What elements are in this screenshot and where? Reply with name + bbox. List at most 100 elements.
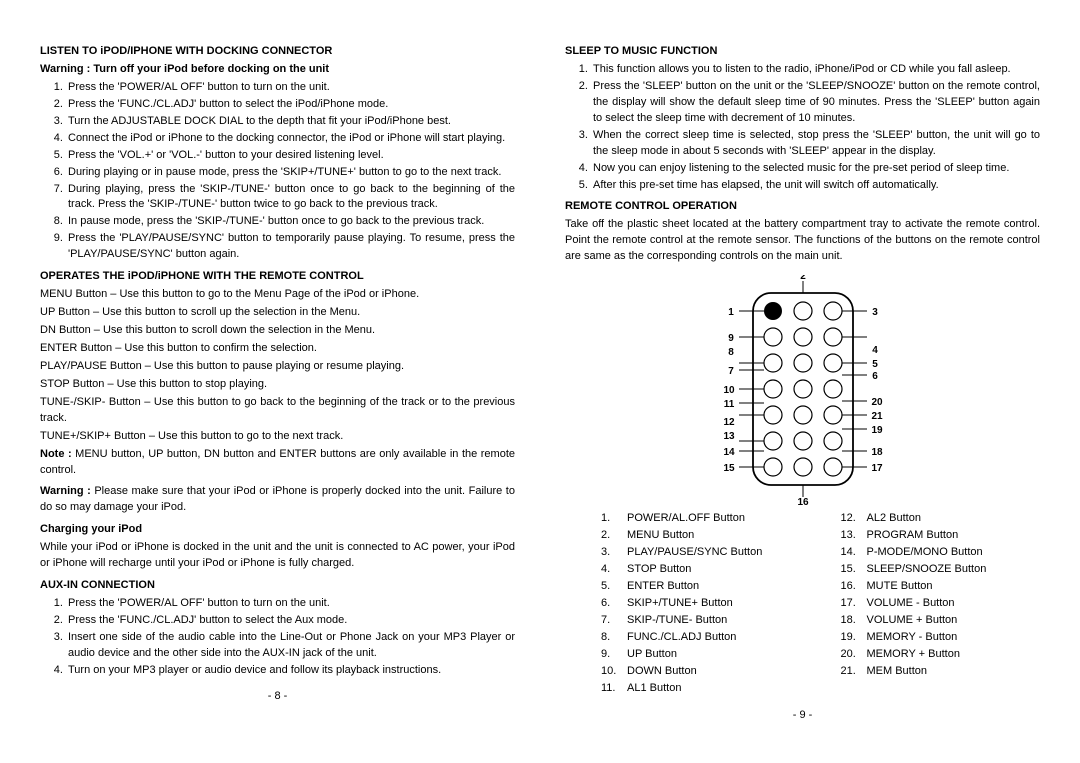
diagram-label: 9 — [728, 333, 734, 344]
button-row: 3.PLAY/PAUSE/SYNC Button — [601, 545, 801, 561]
sec2-line: MENU Button – Use this button to go to t… — [40, 287, 515, 303]
button-number: 9. — [601, 647, 627, 663]
button-number: 12. — [841, 511, 867, 527]
button-row: 2.MENU Button — [601, 528, 801, 544]
button-label: ENTER Button — [627, 579, 699, 595]
list-item: During playing, press the 'SKIP-/TUNE-' … — [66, 182, 515, 214]
button-label: P-MODE/MONO Button — [867, 545, 983, 561]
button-row: 15.SLEEP/SNOOZE Button — [841, 562, 1041, 578]
button-label: AL2 Button — [867, 511, 921, 527]
warn-label: Warning : — [40, 485, 91, 497]
diagram-label: 2 — [800, 275, 806, 282]
sec2-line: UP Button – Use this button to scroll up… — [40, 305, 515, 321]
button-row: 18.VOLUME + Button — [841, 613, 1041, 629]
button-label: SKIP-/TUNE- Button — [627, 613, 727, 629]
diagram-label: 19 — [871, 425, 883, 436]
button-number: 15. — [841, 562, 867, 578]
button-label: PLAY/PAUSE/SYNC Button — [627, 545, 762, 561]
r-sec2-text: Take off the plastic sheet located at th… — [565, 217, 1040, 265]
diagram-label: 8 — [728, 347, 734, 358]
list-item: Insert one side of the audio cable into … — [66, 630, 515, 662]
list-item: Press the 'POWER/AL OFF' button to turn … — [66, 80, 515, 96]
button-label: VOLUME - Button — [867, 596, 955, 612]
button-number: 17. — [841, 596, 867, 612]
button-number: 7. — [601, 613, 627, 629]
r-sec1-list: This function allows you to listen to th… — [565, 62, 1040, 194]
sec3-text: While your iPod or iPhone is docked in t… — [40, 540, 515, 572]
list-item: Now you can enjoy listening to the selec… — [591, 161, 1040, 177]
button-row: 12.AL2 Button — [841, 511, 1041, 527]
button-row: 11.AL1 Button — [601, 681, 801, 697]
list-item: Press the 'SLEEP' button on the unit or … — [591, 79, 1040, 127]
list-item: Turn the ADJUSTABLE DOCK DIAL to the dep… — [66, 114, 515, 130]
diagram-label: 21 — [871, 411, 883, 422]
button-number: 21. — [841, 664, 867, 680]
sec2-line: ENTER Button – Use this button to confir… — [40, 341, 515, 357]
button-number: 20. — [841, 647, 867, 663]
list-item: When the correct sleep time is selected,… — [591, 128, 1040, 160]
button-label: MEM Button — [867, 664, 928, 680]
button-number: 14. — [841, 545, 867, 561]
sec2-title: OPERATES THE iPOD/iPHONE WITH THE REMOTE… — [40, 269, 515, 285]
button-number: 5. — [601, 579, 627, 595]
list-item: Press the 'POWER/AL OFF' button to turn … — [66, 596, 515, 612]
button-number: 16. — [841, 579, 867, 595]
page-number-right: - 9 - — [565, 708, 1040, 724]
sec4-title: AUX-IN CONNECTION — [40, 578, 515, 594]
sec1-list: Press the 'POWER/AL OFF' button to turn … — [40, 80, 515, 263]
button-row: 9.UP Button — [601, 647, 801, 663]
diagram-label: 12 — [723, 417, 735, 428]
sec2-line: STOP Button – Use this button to stop pl… — [40, 377, 515, 393]
sec4-list: Press the 'POWER/AL OFF' button to turn … — [40, 596, 515, 679]
button-row: 13.PROGRAM Button — [841, 528, 1041, 544]
sec2-line: TUNE+/SKIP+ Button – Use this button to … — [40, 429, 515, 445]
button-label: SKIP+/TUNE+ Button — [627, 596, 733, 612]
button-row: 17.VOLUME - Button — [841, 596, 1041, 612]
list-item: During playing or in pause mode, press t… — [66, 165, 515, 181]
diagram-label: 13 — [723, 431, 735, 442]
button-number: 4. — [601, 562, 627, 578]
diagram-label: 1 — [728, 307, 734, 318]
list-item: Press the 'VOL.+' or 'VOL.-' button to y… — [66, 148, 515, 164]
button-number: 2. — [601, 528, 627, 544]
list-item: After this pre-set time has elapsed, the… — [591, 178, 1040, 194]
list-item: Press the 'PLAY/PAUSE/SYNC' button to te… — [66, 231, 515, 263]
button-number: 19. — [841, 630, 867, 646]
warn-text: Please make sure that your iPod or iPhon… — [40, 485, 515, 513]
diagram-label: 4 — [872, 345, 878, 356]
diagram-label: 6 — [872, 371, 878, 382]
list-item: Press the 'FUNC./CL.ADJ' button to selec… — [66, 97, 515, 113]
diagram-label: 10 — [723, 385, 735, 396]
page-right: SLEEP TO MUSIC FUNCTION This function al… — [565, 40, 1040, 723]
sec3-title: Charging your iPod — [40, 522, 515, 538]
button-label: MENU Button — [627, 528, 694, 544]
list-item: In pause mode, press the 'SKIP-/TUNE-' b… — [66, 214, 515, 230]
button-row: 20.MEMORY + Button — [841, 647, 1041, 663]
page-spread: LISTEN TO iPOD/IPHONE WITH DOCKING CONNE… — [0, 0, 1080, 743]
button-row: 7.SKIP-/TUNE- Button — [601, 613, 801, 629]
diagram-label: 18 — [871, 447, 883, 458]
note-label: Note : — [40, 448, 72, 460]
button-label: PROGRAM Button — [867, 528, 959, 544]
diagram-label: 17 — [871, 463, 883, 474]
button-label: UP Button — [627, 647, 677, 663]
list-item: Turn on your MP3 player or audio device … — [66, 663, 515, 679]
button-row: 4.STOP Button — [601, 562, 801, 578]
list-item: Connect the iPod or iPhone to the dockin… — [66, 131, 515, 147]
button-number: 1. — [601, 511, 627, 527]
note-text: MENU button, UP button, DN button and EN… — [40, 448, 515, 476]
sec2-line: DN Button – Use this button to scroll do… — [40, 323, 515, 339]
diagram-label: 11 — [723, 399, 734, 410]
page-number-left: - 8 - — [40, 689, 515, 705]
button-label: MUTE Button — [867, 579, 933, 595]
button-number: 13. — [841, 528, 867, 544]
button-legend: 1.POWER/AL.OFF Button2.MENU Button3.PLAY… — [565, 511, 1040, 697]
button-row: 1.POWER/AL.OFF Button — [601, 511, 801, 527]
diagram-label: 5 — [872, 359, 878, 370]
button-row: 21.MEM Button — [841, 664, 1041, 680]
sec1-warning: Warning : Turn off your iPod before dock… — [40, 63, 329, 75]
button-row: 14.P-MODE/MONO Button — [841, 545, 1041, 561]
button-row: 5.ENTER Button — [601, 579, 801, 595]
diagram-label: 7 — [728, 366, 734, 377]
button-col-1: 1.POWER/AL.OFF Button2.MENU Button3.PLAY… — [601, 511, 801, 697]
